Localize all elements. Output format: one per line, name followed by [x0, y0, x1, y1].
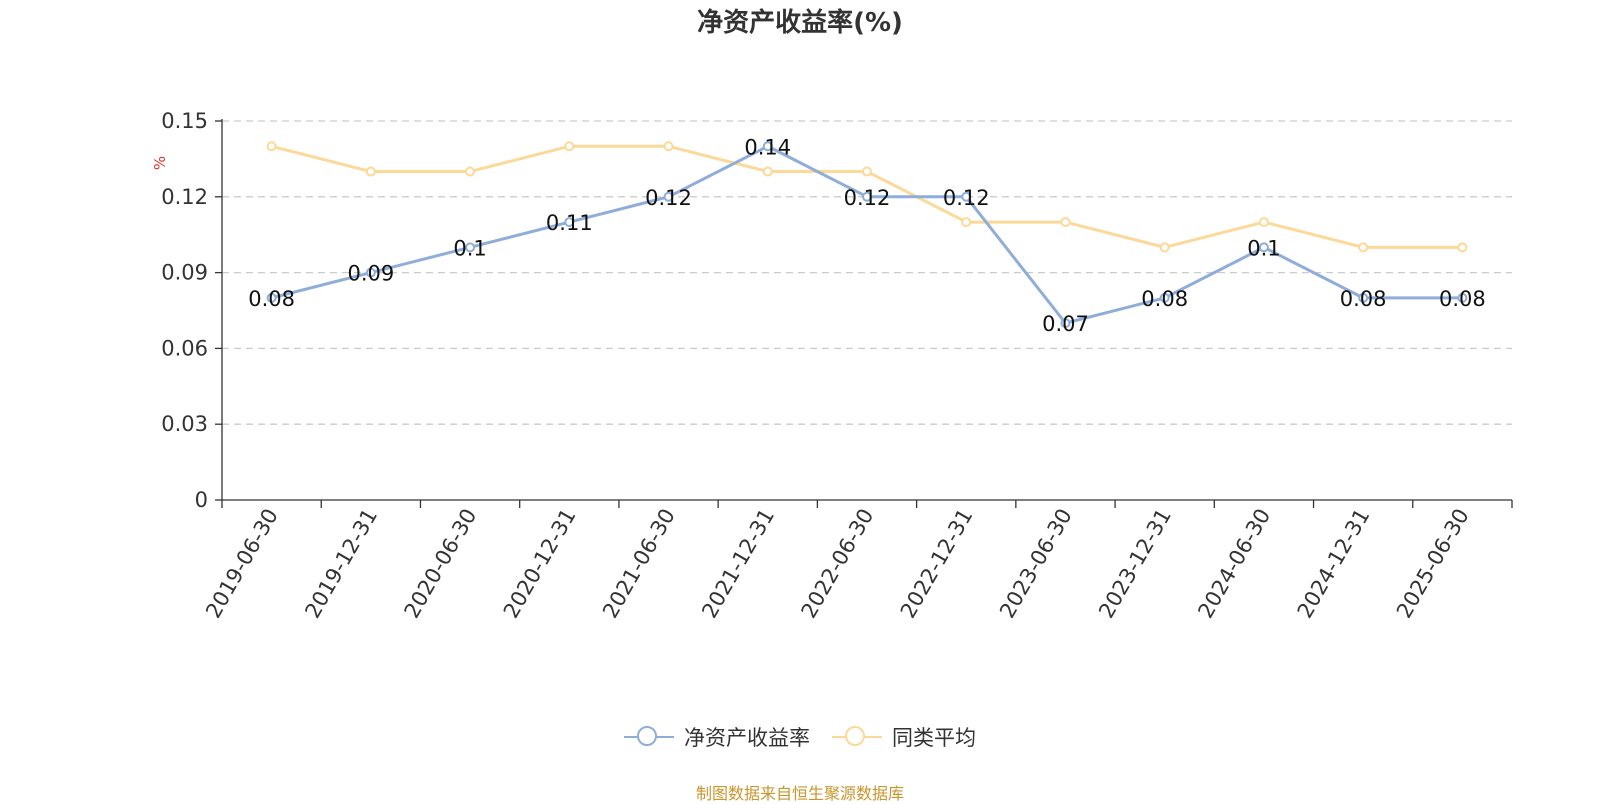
legend-item-roe[interactable]: 净资产收益率: [624, 722, 810, 752]
source-note: 制图数据来自恒生聚源数据库: [695, 784, 904, 803]
data-label: 0.1: [1247, 236, 1280, 260]
data-point[interactable]: [365, 166, 376, 177]
data-point[interactable]: [266, 292, 277, 303]
data-point[interactable]: [762, 166, 773, 177]
data-point[interactable]: [365, 267, 376, 278]
data-label: 0.09: [347, 262, 394, 286]
data-point[interactable]: [1060, 318, 1071, 329]
data-label: 0.08: [1439, 287, 1486, 311]
data-point[interactable]: [961, 191, 972, 202]
data-point[interactable]: [663, 141, 674, 152]
x-tick-label: 2021-12-31: [697, 505, 779, 623]
series: [266, 141, 1468, 329]
data-point[interactable]: [564, 217, 575, 228]
legend-peer-average-label: 同类平均: [892, 726, 976, 750]
data-point[interactable]: [762, 141, 773, 152]
y-tick-label: 0.09: [161, 261, 208, 285]
x-tick-label: 2023-12-31: [1094, 505, 1176, 623]
data-point[interactable]: [862, 166, 872, 177]
x-tick-label: 2024-06-30: [1193, 505, 1275, 623]
data-point[interactable]: [1358, 292, 1369, 303]
legend: 净资产收益率 同类平均: [0, 722, 1600, 752]
data-point[interactable]: [961, 217, 972, 228]
y-axis-unit-label: %: [151, 156, 169, 170]
data-point[interactable]: [266, 141, 277, 152]
y-tick-label: 0.03: [161, 412, 208, 436]
data-label: 0.12: [645, 186, 692, 210]
x-tick-label: 2022-12-31: [896, 505, 978, 623]
data-point[interactable]: [663, 191, 674, 202]
axes: 0 0.03 0.06 0.09 0.12 0.15 2019-06-30 2019-12-3…: [161, 109, 1513, 623]
data-label: 0.1: [453, 236, 486, 260]
chart-title: 净资产收益率(%): [697, 8, 903, 38]
data-label: 0.08: [1141, 287, 1188, 311]
data-point[interactable]: [564, 141, 575, 152]
data-label: 0.12: [943, 186, 990, 210]
data-point[interactable]: [1159, 292, 1170, 303]
x-tick-label: 2022-06-30: [797, 505, 879, 623]
legend-item-peer-average[interactable]: 同类平均: [832, 722, 976, 752]
data-point[interactable]: [465, 166, 476, 177]
x-tick-label: 2025-06-30: [1392, 505, 1474, 623]
data-point[interactable]: [1258, 242, 1269, 253]
x-tick-label: 2019-06-30: [201, 505, 283, 623]
y-tick-label: 0: [195, 488, 208, 512]
data-label: 0.11: [546, 211, 593, 235]
data-point[interactable]: [1358, 242, 1369, 253]
x-tick-label: 2024-12-31: [1293, 505, 1375, 623]
data-label: 0.14: [744, 135, 791, 159]
data-label: 0.07: [1042, 312, 1089, 336]
data-point[interactable]: [465, 242, 476, 253]
data-label: 0.12: [844, 186, 891, 210]
y-tick-label: 0.12: [161, 185, 208, 209]
x-tick-label: 2019-12-31: [300, 505, 382, 623]
x-tick-label: 2023-06-30: [995, 505, 1077, 623]
x-tick-label: 2020-06-30: [400, 505, 482, 623]
x-tick-label: 2021-06-30: [598, 505, 680, 623]
data-point[interactable]: [1457, 292, 1468, 303]
data-point[interactable]: [1060, 217, 1071, 228]
legend-peer-average-icon: [832, 725, 882, 749]
data-point[interactable]: [1457, 242, 1468, 253]
data-labels: 0.08 0.09 0.1 0.11 0.12 0.14 0.12 0.12 0.07 0.08 0…: [248, 135, 1486, 336]
data-label: 0.08: [248, 287, 295, 311]
grid-lines: [222, 120, 1512, 425]
y-tick-label: 0.15: [161, 109, 208, 133]
legend-roe-label: 净资产收益率: [684, 726, 810, 750]
data-point[interactable]: [1258, 217, 1269, 228]
data-label: 0.08: [1340, 287, 1387, 311]
y-tick-label: 0.06: [161, 336, 208, 360]
x-tick-label: 2020-12-31: [499, 505, 581, 623]
legend-roe-icon: [624, 725, 674, 749]
data-point[interactable]: [862, 191, 872, 202]
data-point[interactable]: [1159, 242, 1170, 253]
